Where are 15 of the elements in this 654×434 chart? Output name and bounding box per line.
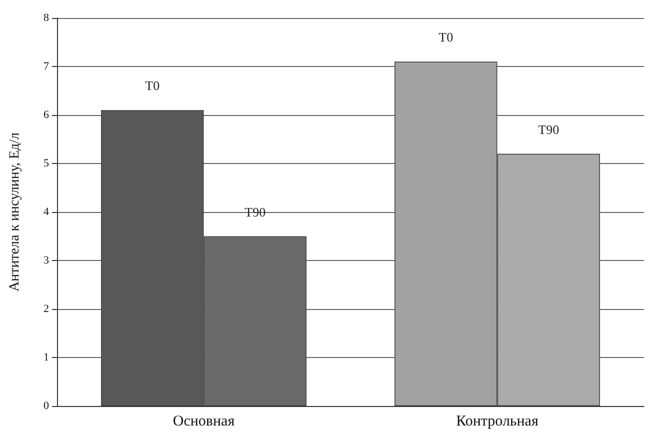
x-tick-label: Контрольная <box>456 414 538 430</box>
text: T0 <box>438 30 454 45</box>
y-tick-label: 7 <box>44 60 50 72</box>
x-tick-label: Основная <box>172 414 235 430</box>
y-tick-label: 3 <box>44 254 50 266</box>
y-tick-label: 1 <box>44 352 49 364</box>
y-tick-label: 2 <box>44 303 49 315</box>
y-tick-label: 6 <box>44 109 50 121</box>
y-tick-label: 8 <box>44 12 50 24</box>
series-label: T90 <box>538 122 560 137</box>
series-label: T0 <box>145 78 160 94</box>
y-tick-label: 4 <box>44 206 50 218</box>
y-tick-label: 5 <box>44 158 50 170</box>
y-axis-title: Антитела к инсулину, Ед/л <box>8 132 22 292</box>
y-tick-label: 0 <box>44 400 50 412</box>
